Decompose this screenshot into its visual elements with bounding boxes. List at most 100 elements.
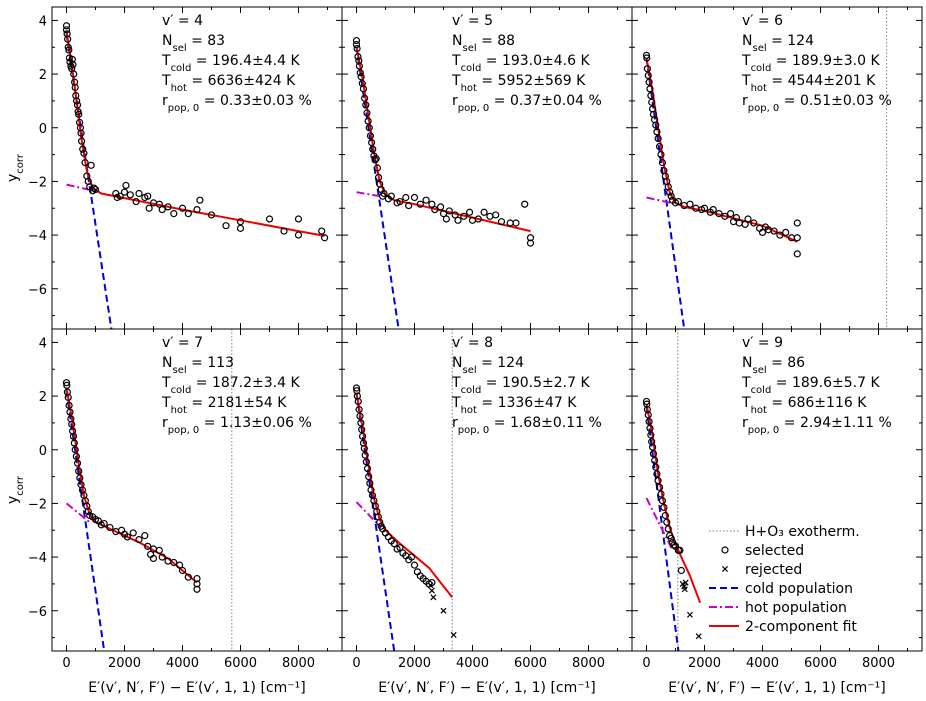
legend-item-rej: rejected — [721, 562, 802, 578]
selected-point — [657, 490, 665, 498]
legend-label-sel: selected — [745, 543, 804, 559]
x-tick-label: 0 — [352, 656, 360, 671]
y-tick-label: 2 — [39, 390, 47, 405]
selected-point — [497, 218, 506, 226]
t-cold-label: Tcold = 193.0±4.6 K — [451, 53, 590, 74]
selected-point — [81, 159, 89, 167]
selected-point — [75, 467, 83, 475]
rejected-point — [428, 587, 435, 594]
selected-point — [793, 234, 801, 242]
selected-point — [321, 234, 329, 242]
selected-point — [667, 192, 675, 200]
vib-level-label: v′ = 4 — [162, 13, 203, 29]
n-sel-label: Nsel = 124 — [452, 355, 524, 376]
t-hot-label: Thot = 2181±54 K — [161, 395, 287, 416]
selected-point — [129, 529, 137, 537]
selected-point — [164, 203, 172, 211]
selected-point — [66, 408, 74, 416]
selected-point — [735, 219, 743, 227]
selected-point — [793, 250, 801, 258]
rejected-point — [695, 633, 702, 640]
selected-point — [366, 479, 374, 487]
x-tick-label: 2000 — [688, 656, 721, 671]
legend-label-exo: H+O₃ exotherm. — [745, 524, 860, 540]
r-pop-label: rpop, 0 = 1.13±0.06 % — [162, 415, 312, 436]
selected-point — [355, 62, 363, 70]
r-pop-label: rpop, 0 = 1.68±0.11 % — [452, 415, 602, 436]
selected-point — [135, 189, 143, 198]
vib-level-label: v′ = 8 — [452, 335, 493, 351]
selected-point — [69, 432, 78, 440]
selected-point — [144, 192, 152, 200]
selected-point — [653, 128, 661, 136]
selected-point — [80, 149, 88, 157]
x-tick-label: 6000 — [224, 656, 257, 671]
selected-point — [654, 477, 662, 485]
selected-point — [652, 121, 660, 129]
x-axis-label: E′(v′, N′, F′) − E′(v′, 1, 1) [cm⁻¹] — [668, 680, 885, 696]
selected-point — [356, 412, 364, 420]
x-tick-label: 4000 — [456, 656, 489, 671]
selected-point — [657, 150, 665, 159]
selected-point — [265, 215, 274, 223]
selected-point — [428, 578, 436, 587]
y-tick-label: 0 — [39, 444, 47, 459]
selected-point — [512, 219, 520, 227]
selected-point — [170, 558, 178, 567]
selected-point — [62, 26, 71, 34]
selected-point — [732, 214, 741, 222]
fit-line — [65, 387, 198, 584]
selected-point — [744, 215, 752, 223]
selected-point — [64, 393, 72, 402]
selected-point — [352, 40, 361, 49]
selected-point — [70, 70, 78, 78]
panel-frame — [631, 328, 923, 652]
selected-point — [63, 381, 71, 389]
x-axis-label: E′(v′, N′, F′) − E′(v′, 1, 1) [cm⁻¹] — [88, 680, 305, 696]
selected-point — [480, 208, 488, 216]
selected-point — [357, 73, 365, 81]
rejected-point — [427, 582, 434, 589]
selected-point — [439, 210, 448, 218]
hot-line — [646, 196, 672, 204]
selected-point — [428, 200, 436, 208]
selected-point — [144, 542, 152, 550]
selected-point — [437, 203, 445, 211]
cold-line — [645, 57, 686, 329]
selected-point — [363, 464, 372, 473]
n-sel-label: Nsel = 113 — [162, 355, 234, 376]
selected-point — [373, 164, 381, 172]
selected-point — [445, 207, 453, 215]
n-sel-label: Nsel = 83 — [162, 33, 225, 54]
selected-point — [646, 424, 654, 432]
x-tick-label: 6000 — [514, 656, 547, 671]
selected-point — [422, 196, 430, 204]
selected-point — [366, 132, 375, 140]
selected-point — [84, 507, 92, 516]
selected-point — [376, 518, 384, 526]
vib-level-label: v′ = 7 — [162, 335, 203, 351]
selected-point — [353, 44, 361, 53]
t-cold-label: Tcold = 196.4±4.4 K — [161, 53, 300, 74]
selected-point — [666, 188, 674, 196]
selected-point — [371, 156, 379, 164]
selected-point — [176, 561, 184, 569]
selected-point — [87, 161, 95, 169]
selected-point — [358, 432, 367, 440]
selected-point — [750, 219, 758, 227]
selected-point — [658, 497, 667, 505]
rejected-point — [686, 611, 694, 618]
selected-point — [155, 546, 163, 554]
selected-point — [642, 397, 651, 406]
selected-point — [721, 212, 729, 220]
selected-point — [71, 83, 79, 92]
hot-line — [66, 183, 89, 191]
selected-point — [126, 191, 134, 199]
selected-point — [664, 525, 672, 533]
selected-point — [294, 215, 303, 223]
selected-point — [358, 426, 366, 434]
selected-point — [362, 101, 370, 109]
selected-point — [741, 220, 749, 228]
